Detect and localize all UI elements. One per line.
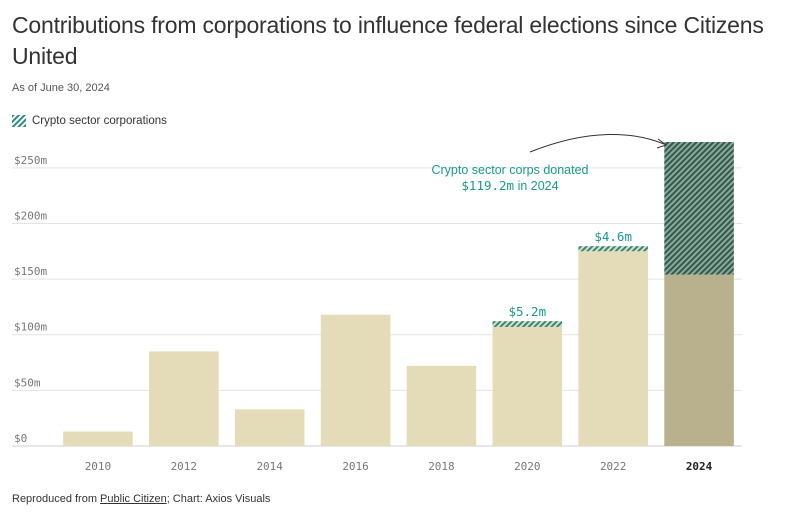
svg-text:$119.2m in 2024: $119.2m in 2024 [461,178,558,193]
footer-suffix: ; Chart: Axios Visuals [166,493,271,505]
y-tick-label: $0 [14,432,27,445]
x-tick-label-2022: 2022 [600,460,627,473]
bar-base-2022 [578,251,648,446]
bar-crypto-2020 [492,321,563,327]
x-tick-label-2010: 2010 [85,460,112,473]
annotation-line1: Crypto sector corps donated [431,163,588,177]
legend-swatch-crypto [12,115,26,127]
bar-base-2012 [149,351,219,446]
x-tick-label-2018: 2018 [428,460,455,473]
bar-crypto-2024 [664,142,734,275]
x-tick-label-2014: 2014 [256,460,283,473]
annotation-year: in 2024 [514,179,559,193]
y-tick-label: $100m [14,321,47,334]
chart-title: Contributions from corporations to influ… [12,12,764,69]
bar-base-2014 [234,409,305,446]
legend: Crypto sector corporations [12,115,167,127]
x-tick-label-2012: 2012 [171,460,198,473]
annotation-crypto-2024: Crypto sector corps donated $119.2m in 2… [431,134,668,193]
data-label-2020: $5.2m [508,304,546,319]
x-tick-label-2024: 2024 [686,460,713,473]
bar-base-2020 [492,326,563,446]
x-tick-label-2020: 2020 [514,460,541,473]
y-tick-label: $150m [14,265,47,278]
data-label-2022: $4.6m [594,229,632,244]
legend-label-crypto: Crypto sector corporations [32,115,167,127]
footer-source: Reproduced from Public Citizen; Chart: A… [12,493,270,505]
y-tick-label: $50m [14,376,41,389]
bar-base-2016 [320,314,391,446]
bar-base-2010 [63,431,133,446]
source-link[interactable]: Public Citizen [100,493,167,505]
x-tick-label-2016: 2016 [342,460,369,473]
annotation-arrow-head [656,138,668,149]
axis-labels: $0 $50m $100m $150m $200m $250m 2010 2012 2014 20… [14,154,713,473]
bar-base-2018 [406,365,477,446]
chart-subtitle: As of June 30, 2024 [12,82,110,94]
y-tick-label: $250m [14,154,47,167]
annotation-arrow [529,134,665,153]
bar-base-2024 [664,274,734,446]
bar-crypto-2022 [578,246,648,252]
y-tick-label: $200m [14,209,47,222]
bars [63,142,734,446]
annotation-amount: $119.2m [461,178,514,193]
footer-prefix: Reproduced from [12,493,101,505]
